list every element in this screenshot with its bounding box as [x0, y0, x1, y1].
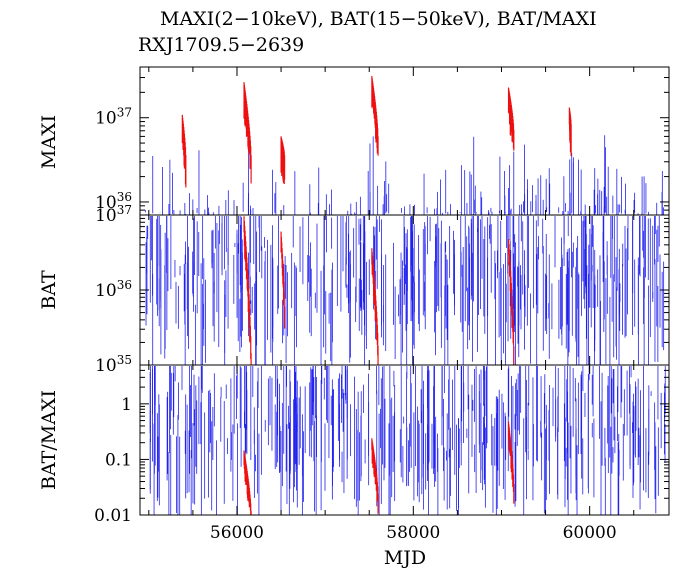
- ratio-frame: [139, 364, 670, 516]
- bat-ylabel: BAT: [38, 270, 60, 310]
- ratio-y-ticks: 0.01 0.1 1: [94, 364, 669, 526]
- y-tick-label: 1: [121, 395, 132, 415]
- ratio-ylabel: BAT/MAXI: [38, 390, 60, 490]
- bat-y-ticks: 1035 1036 1037: [95, 203, 669, 376]
- y-tick-label: 1035: [95, 353, 132, 376]
- maxi-ylabel: MAXI: [38, 115, 60, 169]
- x-tick-label: 56000: [210, 523, 264, 543]
- maxi-y-ticks: 1036 1037: [95, 66, 669, 216]
- y-tick-label: 1036: [95, 278, 132, 301]
- x-axis-label: MJD: [384, 547, 426, 568]
- panel-ratio: 0.01 0.1 1 BAT/MAXI: [38, 364, 670, 526]
- panel-bat: 1035 1036 1037 BAT: [38, 203, 670, 376]
- y-tick-label: 1037: [95, 106, 132, 129]
- bat-data-marks: [145, 216, 665, 365]
- x-tick-label: 58000: [386, 523, 440, 543]
- y-tick-label: 1037: [95, 203, 132, 226]
- x-tick-label: 60000: [563, 523, 617, 543]
- chart-subtitle: RXJ1709.5−2639: [138, 34, 304, 56]
- x-axis-ticks: 56000 58000 60000: [148, 67, 635, 543]
- maxi-frame: [139, 66, 670, 216]
- chart-title: MAXI(2−10keV), BAT(15−50keV), BAT/MAXI: [160, 8, 597, 30]
- ratio-data-marks: [149, 366, 666, 515]
- y-tick-label: 1036: [95, 190, 132, 213]
- y-tick-label: 0.1: [105, 450, 132, 470]
- panel-maxi: 1036 1037 MAXI: [38, 66, 670, 216]
- maxi-data-marks: [144, 76, 664, 215]
- y-tick-label: 0.01: [94, 506, 132, 526]
